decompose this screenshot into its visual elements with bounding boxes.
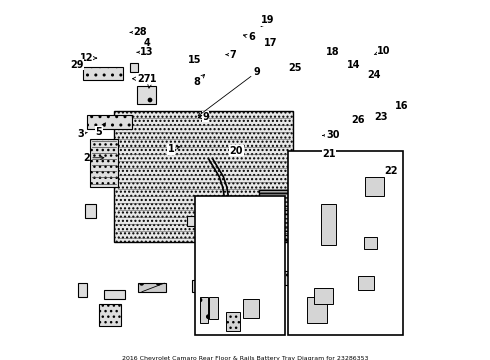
FancyBboxPatch shape <box>288 151 403 335</box>
FancyBboxPatch shape <box>243 299 259 318</box>
FancyBboxPatch shape <box>187 216 200 226</box>
FancyBboxPatch shape <box>314 288 333 304</box>
Text: 15: 15 <box>189 55 202 65</box>
FancyBboxPatch shape <box>209 297 218 319</box>
Text: 29: 29 <box>70 60 83 70</box>
Text: 26: 26 <box>352 115 365 125</box>
FancyBboxPatch shape <box>358 276 374 290</box>
FancyBboxPatch shape <box>259 190 327 240</box>
Text: 20: 20 <box>230 146 243 156</box>
Text: 7: 7 <box>226 50 236 60</box>
Text: 19: 19 <box>261 15 274 27</box>
Text: 10: 10 <box>374 46 391 56</box>
FancyBboxPatch shape <box>115 111 293 242</box>
FancyBboxPatch shape <box>204 318 272 326</box>
FancyBboxPatch shape <box>137 86 156 104</box>
Text: 12: 12 <box>79 53 97 63</box>
FancyBboxPatch shape <box>85 204 96 218</box>
FancyBboxPatch shape <box>348 223 364 246</box>
FancyBboxPatch shape <box>365 177 384 195</box>
FancyBboxPatch shape <box>200 297 208 323</box>
FancyBboxPatch shape <box>90 139 118 187</box>
Text: 8: 8 <box>194 75 205 87</box>
Text: 22: 22 <box>384 166 398 176</box>
FancyBboxPatch shape <box>195 195 285 335</box>
FancyBboxPatch shape <box>83 67 123 80</box>
FancyBboxPatch shape <box>307 297 327 323</box>
Text: 17: 17 <box>264 38 277 48</box>
FancyBboxPatch shape <box>320 204 336 246</box>
FancyBboxPatch shape <box>139 283 166 292</box>
Text: 30: 30 <box>322 130 340 140</box>
Text: 11: 11 <box>144 74 157 88</box>
Text: 1: 1 <box>168 144 179 154</box>
Text: 24: 24 <box>367 70 381 80</box>
FancyBboxPatch shape <box>364 237 377 249</box>
Text: 28: 28 <box>130 27 147 37</box>
Text: 16: 16 <box>394 101 408 111</box>
FancyBboxPatch shape <box>130 63 139 72</box>
FancyBboxPatch shape <box>226 312 240 331</box>
Text: 23: 23 <box>374 112 388 122</box>
Text: 21: 21 <box>322 149 336 159</box>
Text: 25: 25 <box>288 63 301 73</box>
Text: 2016 Chevrolet Camaro Rear Floor & Rails Battery Tray Diagram for 23286353: 2016 Chevrolet Camaro Rear Floor & Rails… <box>122 356 368 360</box>
FancyBboxPatch shape <box>78 283 87 297</box>
Text: 4: 4 <box>144 38 152 55</box>
Text: 3: 3 <box>77 129 87 139</box>
FancyBboxPatch shape <box>279 271 296 285</box>
FancyBboxPatch shape <box>99 304 122 326</box>
Text: 9: 9 <box>198 67 260 116</box>
Text: 18: 18 <box>326 47 340 57</box>
Text: 14: 14 <box>346 60 360 70</box>
Text: 6: 6 <box>244 32 255 42</box>
FancyBboxPatch shape <box>87 115 132 129</box>
Text: 5: 5 <box>96 123 105 137</box>
Text: 9: 9 <box>198 112 209 122</box>
FancyBboxPatch shape <box>340 269 357 283</box>
FancyBboxPatch shape <box>192 280 204 292</box>
Text: 27: 27 <box>132 74 150 84</box>
FancyBboxPatch shape <box>364 276 381 295</box>
Text: 13: 13 <box>137 47 154 57</box>
Text: 2: 2 <box>83 153 104 163</box>
FancyBboxPatch shape <box>104 290 125 299</box>
